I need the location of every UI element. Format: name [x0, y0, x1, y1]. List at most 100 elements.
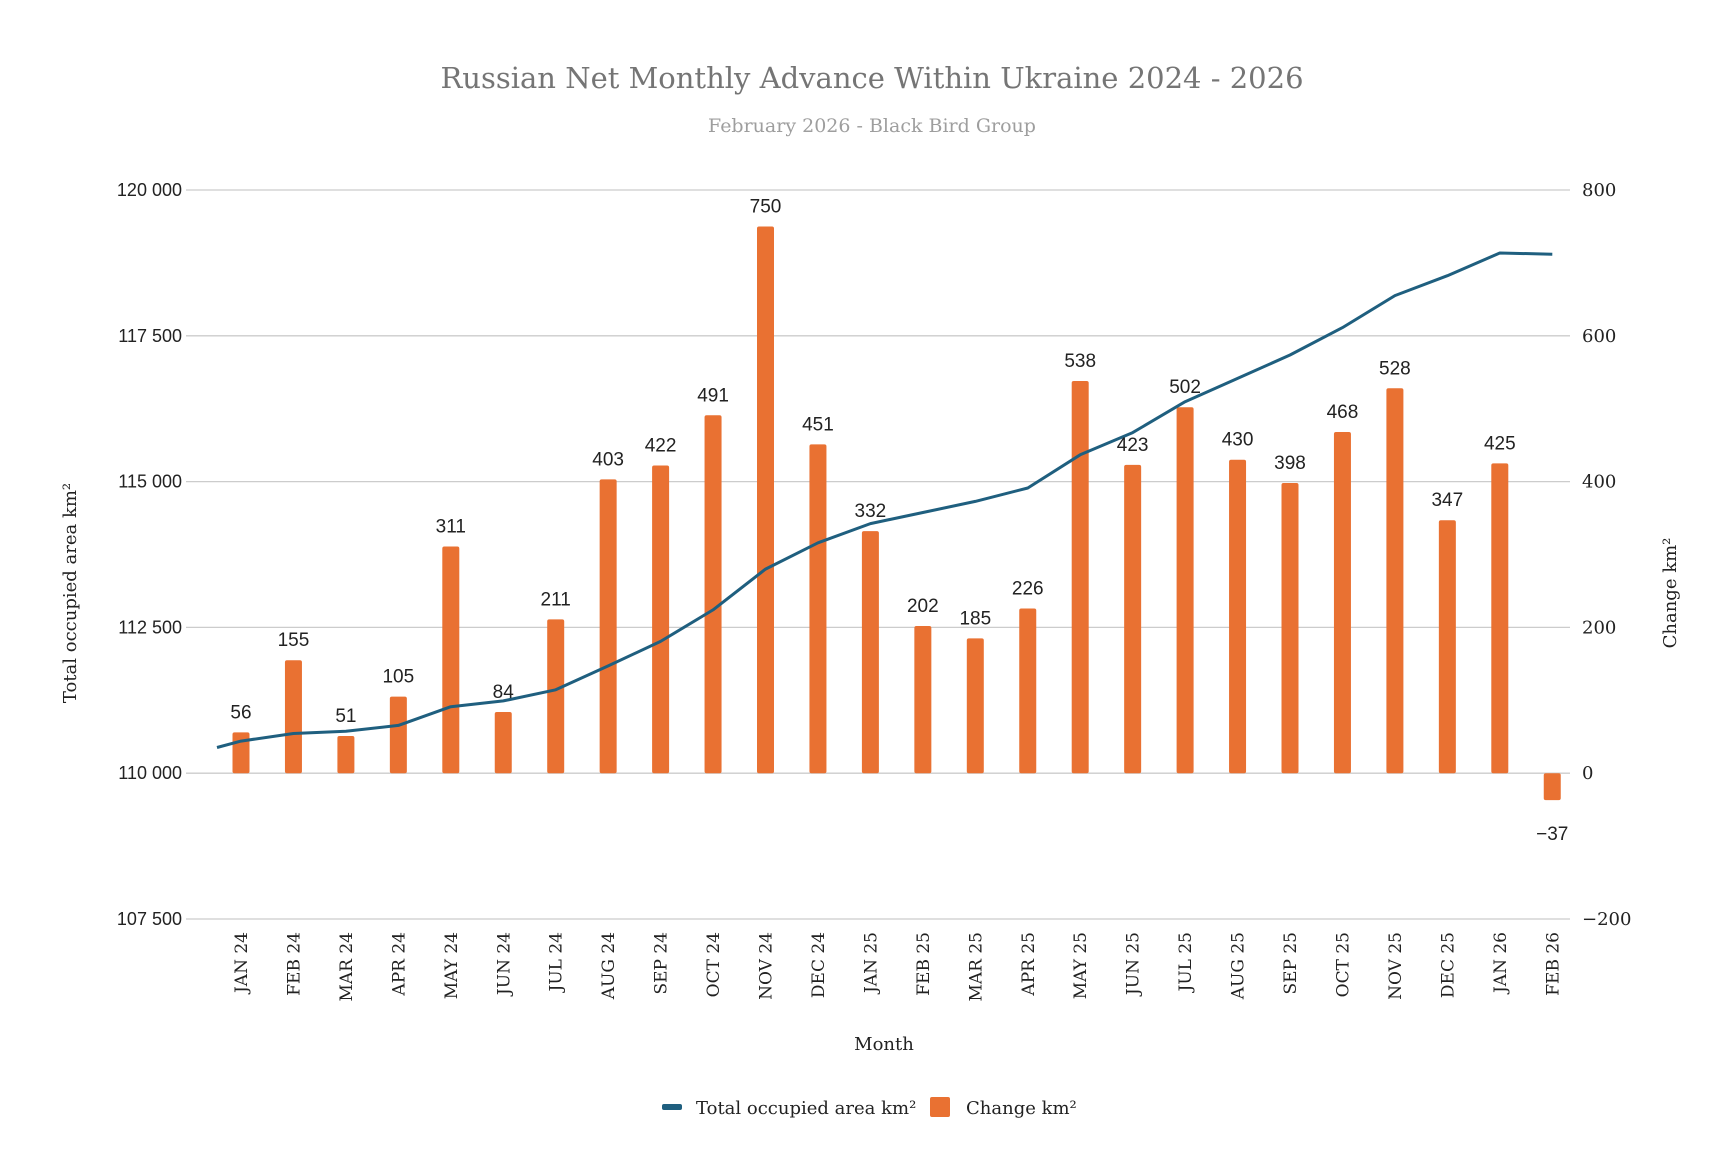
data-label: 105	[382, 667, 414, 688]
bar-feb-24	[284, 660, 302, 774]
x-tick-label: OCT 24	[704, 932, 724, 997]
x-axis-title: Month	[854, 1034, 914, 1055]
bar-aug-24	[599, 479, 617, 774]
x-tick-label: FEB 26	[1543, 932, 1563, 996]
left-tick-label: 110 000	[118, 763, 182, 783]
data-label: 311	[436, 516, 466, 537]
bar-oct-24	[704, 415, 722, 774]
x-tick-label: FEB 24	[284, 932, 304, 996]
bar-dec-24	[809, 444, 827, 774]
x-tick-label: NOV 24	[757, 932, 777, 1000]
bar-jan-25	[861, 531, 879, 774]
x-tick-label: APR 25	[1019, 932, 1039, 997]
data-label: 491	[697, 385, 729, 406]
data-label: 202	[907, 596, 939, 617]
bar-jun-25	[1124, 464, 1142, 774]
right-tick-label: 400	[1582, 472, 1616, 493]
legend: Total occupied area km² Change km²	[662, 1097, 1077, 1119]
bars	[232, 226, 1561, 801]
right-tick-label: 200	[1582, 617, 1616, 638]
total-area-line	[216, 251, 1553, 749]
x-tick-label: MAY 25	[1071, 932, 1091, 999]
x-tick-label: JUL 25	[1176, 932, 1196, 993]
bar-jan-24	[232, 732, 250, 774]
left-axis-ticks: 107 500 110 000 112 500 115 000 117 500 120 0…	[117, 180, 182, 929]
right-axis-ticks: −200 0 200 400 600 800	[1582, 180, 1631, 930]
data-label: 185	[959, 608, 991, 629]
x-tick-label: JUN 25	[1124, 932, 1144, 997]
legend-line-label: Total occupied area km²	[696, 1098, 916, 1119]
data-label: −37	[1536, 824, 1568, 845]
bar-jan-26	[1491, 463, 1509, 774]
right-tick-label: −200	[1582, 909, 1631, 930]
x-tick-label: JAN 24	[232, 932, 252, 995]
data-label: 347	[1431, 490, 1463, 511]
x-tick-label: APR 24	[389, 932, 409, 997]
data-label: 423	[1117, 435, 1149, 456]
bar-jun-24	[494, 711, 512, 774]
bar-aug-25	[1229, 459, 1247, 774]
x-tick-label: SEP 24	[652, 932, 672, 995]
bar-may-25	[1071, 380, 1089, 774]
data-label: 750	[750, 196, 782, 217]
chart-subtitle: February 2026 - Black Bird Group	[708, 115, 1036, 137]
bar-sep-24	[652, 465, 670, 774]
x-tick-label: JAN 26	[1491, 932, 1511, 995]
bar-dec-25	[1438, 520, 1456, 774]
data-label: 425	[1484, 433, 1516, 454]
data-label: 528	[1379, 358, 1411, 379]
bar-mar-24	[337, 736, 355, 774]
left-tick-label: 107 500	[117, 909, 182, 929]
bar-jul-24	[547, 619, 565, 774]
data-label: 51	[335, 706, 356, 727]
data-label: 430	[1222, 430, 1254, 451]
x-tick-label: DEC 24	[809, 932, 829, 998]
data-label: 502	[1169, 377, 1201, 398]
bar-oct-25	[1333, 432, 1351, 774]
bar-sep-25	[1281, 483, 1299, 774]
data-label: 451	[802, 414, 834, 435]
x-tick-label: JAN 25	[861, 932, 881, 995]
x-tick-label: SEP 25	[1281, 932, 1301, 995]
left-tick-label: 115 000	[118, 472, 182, 492]
bar-apr-25	[1019, 608, 1037, 774]
data-label: 332	[855, 501, 887, 522]
bar-apr-24	[389, 696, 407, 774]
data-label: 422	[645, 436, 677, 457]
bar-nov-25	[1386, 388, 1404, 774]
line-series	[216, 251, 1553, 749]
data-label: 211	[541, 589, 571, 610]
legend-bar-swatch	[930, 1097, 950, 1117]
left-tick-label: 120 000	[117, 180, 182, 200]
right-tick-label: 600	[1582, 326, 1616, 347]
x-axis-ticks: JAN 24 FEB 24 MAR 24 APR 24 MAY 24 JUN 24 JUL …	[232, 932, 1563, 1002]
x-tick-label: OCT 25	[1333, 932, 1353, 997]
right-tick-label: 0	[1582, 763, 1593, 784]
data-label: 56	[230, 702, 251, 723]
data-label: 84	[493, 682, 515, 703]
bar-mar-25	[966, 638, 984, 774]
x-tick-label: MAY 24	[442, 932, 462, 999]
data-label: 398	[1274, 453, 1306, 474]
chart-title: Russian Net Monthly Advance Within Ukrai…	[440, 61, 1303, 95]
bar-jul-25	[1176, 407, 1194, 774]
x-tick-label: AUG 24	[599, 932, 619, 1000]
left-tick-label: 112 500	[118, 617, 182, 637]
data-label: 468	[1327, 402, 1359, 423]
bar-may-24	[442, 546, 460, 774]
x-tick-label: DEC 25	[1438, 932, 1458, 998]
right-axis-title: Change km²	[1660, 538, 1681, 649]
x-tick-label: JUN 24	[494, 932, 514, 997]
x-tick-label: FEB 25	[914, 932, 934, 996]
x-tick-label: MAR 24	[337, 932, 357, 1002]
x-tick-label: MAR 25	[966, 932, 986, 1002]
x-tick-label: NOV 25	[1386, 932, 1406, 1000]
left-axis-title: Total occupied area km²	[60, 483, 81, 703]
data-label: 538	[1064, 351, 1096, 372]
data-labels: 56 155 51 105 311 84 211 403 422 491 750 451 332 202 1…	[230, 196, 1568, 845]
bar-feb-25	[914, 625, 932, 774]
bar-feb-26	[1543, 773, 1561, 801]
data-label: 155	[278, 630, 310, 651]
data-label: 226	[1012, 578, 1044, 599]
